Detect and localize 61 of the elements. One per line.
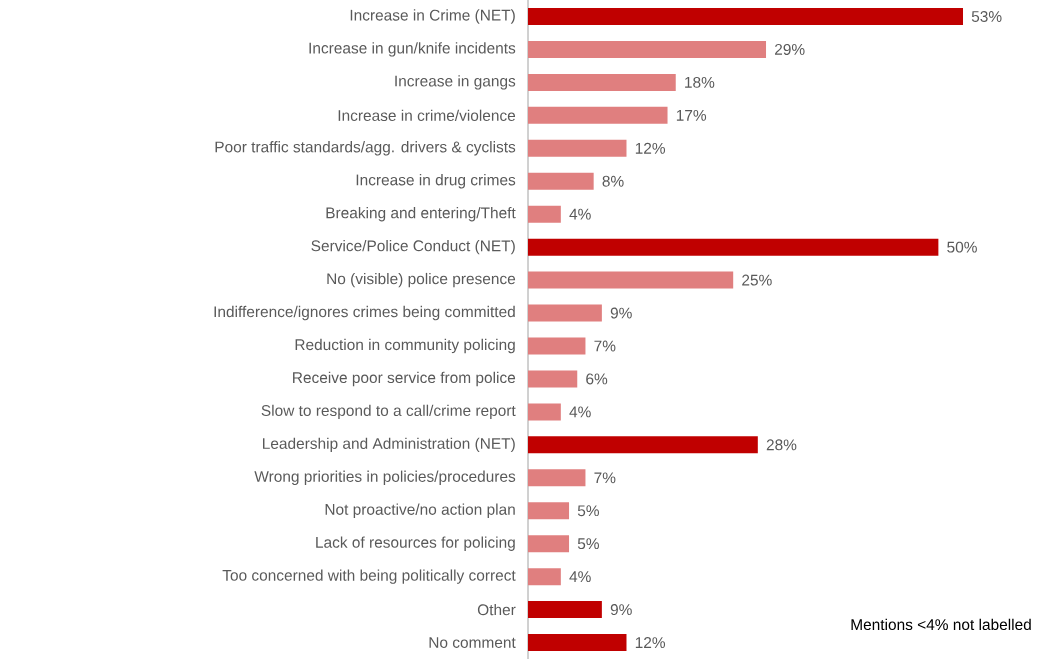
y-tick-label: Not proactive/no action plan: [325, 503, 515, 518]
data-label: 6%: [586, 373, 608, 385]
y-tick-label: Indifference/ignores crimes being committed: [214, 305, 515, 321]
y-tick-label: Leadership and Administration (NET): [263, 437, 515, 453]
bar: [528, 7, 963, 25]
data-label: 12%: [635, 637, 666, 648]
data-label: 53%: [971, 11, 1002, 22]
y-tick-label: No (visible) police presence: [327, 272, 516, 288]
bar: [528, 634, 627, 652]
y-tick-label: Breaking and entering/Theft: [326, 206, 516, 222]
bar: [528, 502, 570, 520]
y-tick-label: Increase in drug crimes: [356, 174, 516, 189]
bar: [528, 139, 627, 157]
data-label: 4%: [569, 406, 591, 418]
data-label: 50%: [947, 241, 977, 253]
bar: [528, 238, 939, 256]
bar: [528, 73, 676, 91]
data-label: 5%: [577, 505, 599, 517]
data-label: 5%: [577, 538, 599, 550]
bar: [528, 370, 578, 388]
y-tick-label: Increase in gangs: [395, 75, 516, 90]
y-tick-label: Service/Police Conduct (NET): [311, 239, 515, 255]
y-tick-label: Other: [477, 603, 516, 616]
bar: [528, 271, 734, 289]
bar: [528, 469, 586, 487]
data-label: 7%: [594, 340, 616, 352]
bar: [528, 436, 758, 454]
data-label: 8%: [602, 175, 624, 187]
data-label: 17%: [676, 109, 707, 121]
data-label: 9%: [610, 307, 632, 319]
bar: [528, 205, 561, 223]
y-tick-label: Slow to respond to a call/crime report: [261, 404, 516, 420]
bar: [528, 304, 602, 322]
bar: [528, 535, 570, 553]
y-tick-label: Too concerned with being politically correct: [222, 569, 516, 584]
bar: [528, 337, 586, 355]
y-tick-label: No comment: [429, 637, 516, 648]
annotation: Mentions <4% not labelled: [851, 618, 1031, 631]
data-label: 7%: [594, 472, 616, 484]
y-tick-label: Increase in Crime (NET): [350, 9, 515, 24]
bar: [528, 40, 767, 58]
bar: [528, 172, 594, 190]
bar: [528, 568, 561, 586]
bar: [528, 403, 561, 421]
data-label: 29%: [775, 43, 805, 55]
y-tick-label: Poor traffic standards/agg. drivers & cyclists: [215, 141, 516, 156]
data-label: 28%: [766, 439, 797, 451]
y-tick-label: Lack of resources for policing: [316, 536, 515, 551]
data-label: 12%: [635, 142, 666, 154]
y-tick-label: Receive poor service from police: [293, 371, 516, 387]
y-tick-label: Increase in crime/violence: [338, 109, 516, 121]
data-label: 25%: [742, 274, 772, 286]
data-label: 9%: [610, 604, 632, 616]
y-tick-label: Increase in gun/knife incidents: [309, 42, 516, 57]
y-tick-label: Reduction in community policing: [295, 338, 515, 354]
bar: [528, 106, 668, 124]
data-label: 4%: [569, 571, 591, 583]
data-label: 18%: [685, 76, 715, 88]
bar: [528, 601, 602, 619]
y-tick-label: Wrong priorities in policies/procedures: [254, 470, 516, 485]
data-label: 4%: [569, 208, 591, 220]
